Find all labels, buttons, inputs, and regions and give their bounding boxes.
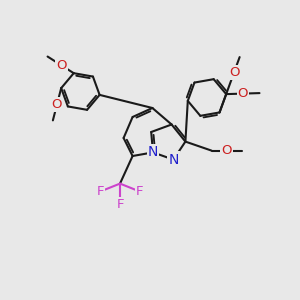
Text: F: F [97, 185, 104, 198]
Text: O: O [238, 87, 248, 100]
Text: O: O [52, 98, 62, 111]
Text: O: O [229, 66, 239, 79]
Text: N: N [168, 153, 178, 166]
Text: N: N [148, 146, 158, 159]
Text: O: O [56, 59, 67, 72]
Text: F: F [136, 185, 143, 198]
Text: F: F [116, 198, 124, 211]
Text: O: O [221, 144, 232, 157]
